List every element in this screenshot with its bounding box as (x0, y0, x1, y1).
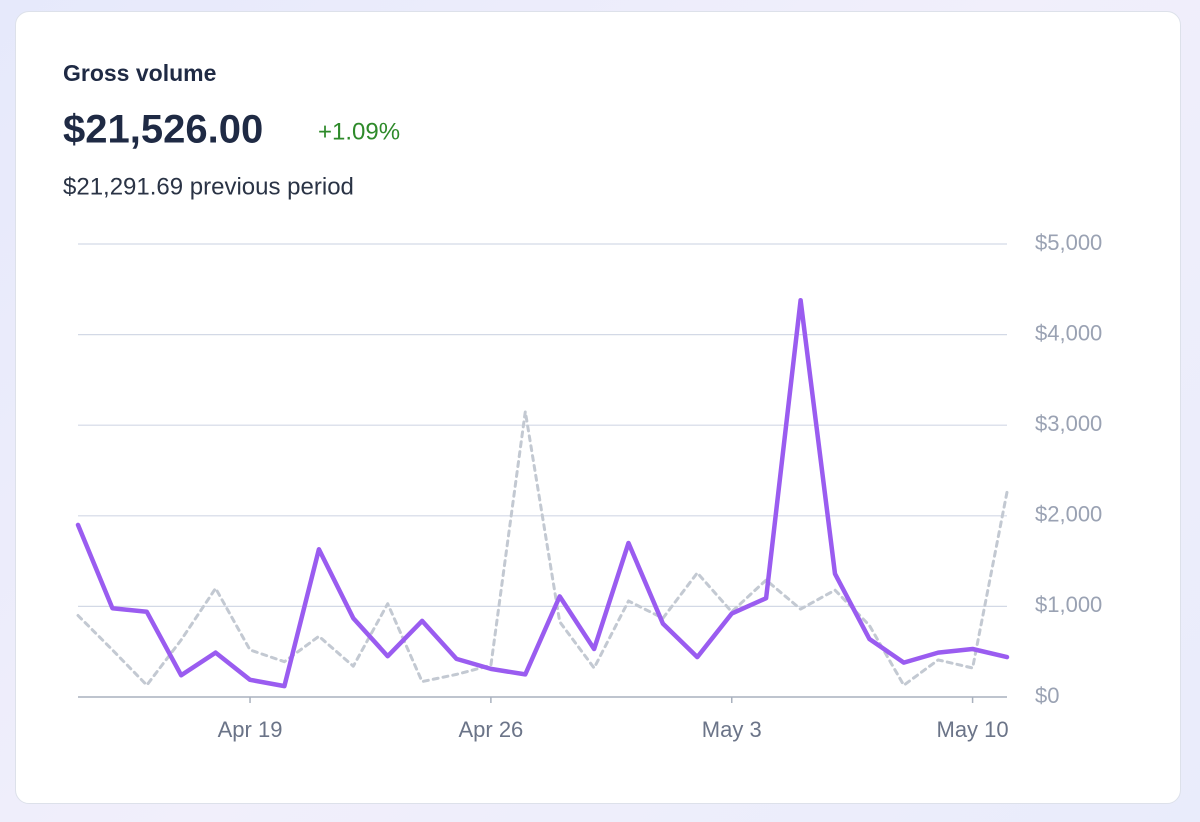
y-tick-label: $1,000 (1035, 592, 1102, 617)
x-tick-label: May 10 (937, 717, 1009, 742)
previous-period: $21,291.69 previous period (63, 173, 354, 200)
y-tick-label: $3,000 (1035, 411, 1102, 436)
x-tick-label: Apr 26 (458, 717, 523, 742)
series-line (75, 297, 1010, 689)
y-tick-label: $5,000 (1035, 230, 1102, 255)
card (15, 11, 1181, 804)
x-tick-label: May 3 (702, 717, 762, 742)
series-line (76, 410, 1009, 687)
total: $21,526.00 (63, 108, 263, 152)
change: +1.09% (318, 118, 400, 145)
chart-title: Gross volume (63, 60, 216, 86)
y-tick-label: $4,000 (1035, 320, 1102, 345)
y-tick-label: $0 (1035, 683, 1059, 708)
x-tick-label: Apr 19 (218, 717, 283, 742)
y-tick-label: $2,000 (1035, 502, 1102, 527)
